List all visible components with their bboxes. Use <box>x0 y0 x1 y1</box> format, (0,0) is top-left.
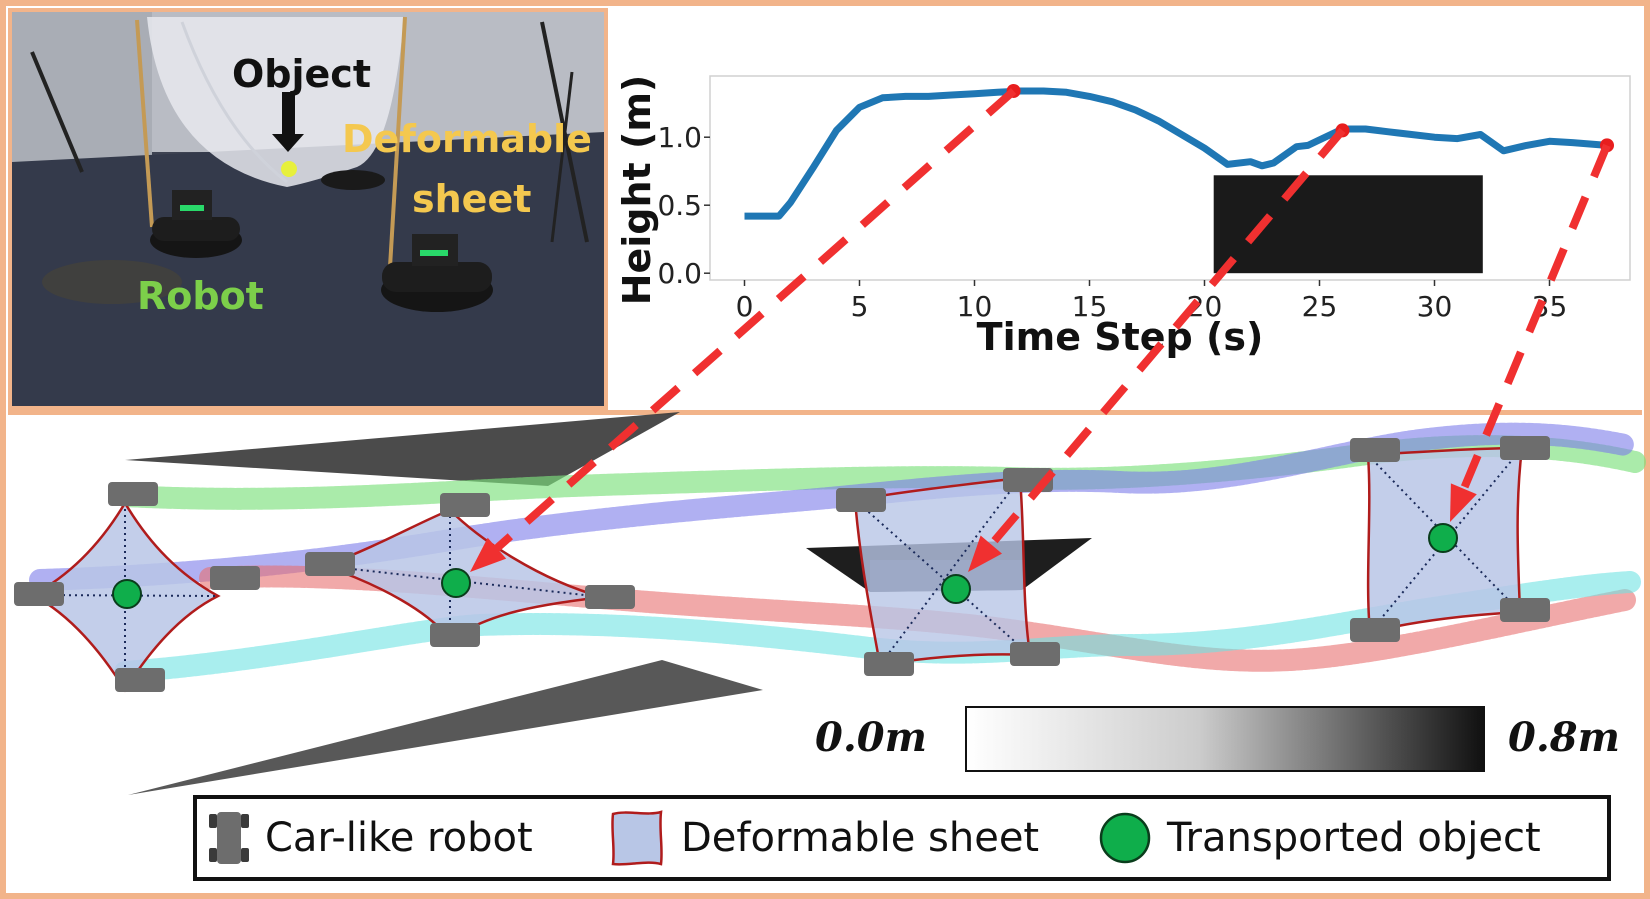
legend-item-robot: Car-like robot <box>207 799 533 877</box>
robot-icon <box>836 488 886 512</box>
height-colorbar <box>965 706 1485 772</box>
robot-icon <box>108 482 158 506</box>
time-link-line <box>1454 143 1611 504</box>
obstacle-top-left <box>125 412 680 486</box>
robot-label: Robot <box>137 274 264 318</box>
y-tick-label: 0.0 <box>657 257 702 290</box>
transported-object <box>112 579 142 609</box>
robot-icon <box>585 585 635 609</box>
y-tick-label: 0.5 <box>657 189 702 222</box>
robot-icon <box>440 493 490 517</box>
y-tick-label: 1.0 <box>657 121 702 154</box>
robot-icon <box>1350 438 1400 462</box>
robot-icon <box>115 668 165 692</box>
time-link-line <box>979 127 1346 558</box>
object-label: Object <box>232 52 371 96</box>
chart-series-line <box>744 87 1608 220</box>
legend-item-sheet: Deformable sheet <box>607 799 1039 877</box>
car-robot-icon <box>209 812 249 864</box>
colorbar-min-label: 0.0m <box>815 714 927 761</box>
panel-divider <box>8 410 1642 415</box>
x-tick-label: 15 <box>1072 290 1108 323</box>
legend-label-robot: Car-like robot <box>265 815 533 861</box>
sheet-label-line1: Deformable <box>342 117 592 161</box>
robot-icon <box>1350 618 1400 642</box>
formation-3 <box>836 468 1060 676</box>
legend: Car-like robot Deformable sheet Transpor… <box>193 795 1611 881</box>
robot-icon <box>430 623 480 647</box>
chart-xlabel: Time Step (s) <box>977 315 1264 359</box>
robot-icon <box>1500 436 1550 460</box>
x-tick-label: 10 <box>957 290 993 323</box>
time-link-arrowhead <box>1450 483 1477 522</box>
chart-obstacle-box <box>1213 175 1483 274</box>
x-tick-label: 25 <box>1302 290 1338 323</box>
x-tick-label: 5 <box>851 290 869 323</box>
object-icon <box>1099 812 1151 864</box>
x-tick-label: 30 <box>1417 290 1453 323</box>
legend-label-sheet: Deformable sheet <box>681 815 1040 861</box>
colorbar-max-label: 0.8m <box>1508 714 1620 761</box>
legend-item-object: Transported object <box>1097 799 1541 877</box>
sheet-label-line2: sheet <box>412 177 532 221</box>
robot-icon <box>210 566 260 590</box>
x-tick-label: 0 <box>736 290 754 323</box>
formation-4 <box>1350 436 1550 642</box>
transported-object <box>441 568 471 598</box>
robot-icon <box>305 552 355 576</box>
robot-icon <box>1010 642 1060 666</box>
photo-scene <box>12 12 604 406</box>
chart-ylabel: Height (m) <box>615 75 659 306</box>
time-link-line <box>483 87 1017 561</box>
formation-1 <box>14 482 260 693</box>
legend-label-object: Transported object <box>1167 815 1541 861</box>
chart-plot-area <box>709 75 1631 281</box>
obstacle-bottom-left <box>128 660 763 795</box>
time-link-arrowhead <box>470 537 507 572</box>
time-links <box>470 87 1611 572</box>
robot-icon <box>14 582 64 606</box>
experiment-photo: Object Deformable sheet Robot <box>8 8 608 410</box>
transported-object <box>941 574 971 604</box>
height-chart: 0 5 10 15 20 25 30 35 0.00.51.0 Time Step (s) H… <box>615 75 1631 359</box>
robot-icon <box>1500 598 1550 622</box>
formation-2 <box>305 493 635 647</box>
robot-icon <box>864 652 914 676</box>
sheet-icon <box>611 810 663 866</box>
transported-object <box>1428 523 1458 553</box>
time-link-arrowhead <box>968 535 1002 572</box>
